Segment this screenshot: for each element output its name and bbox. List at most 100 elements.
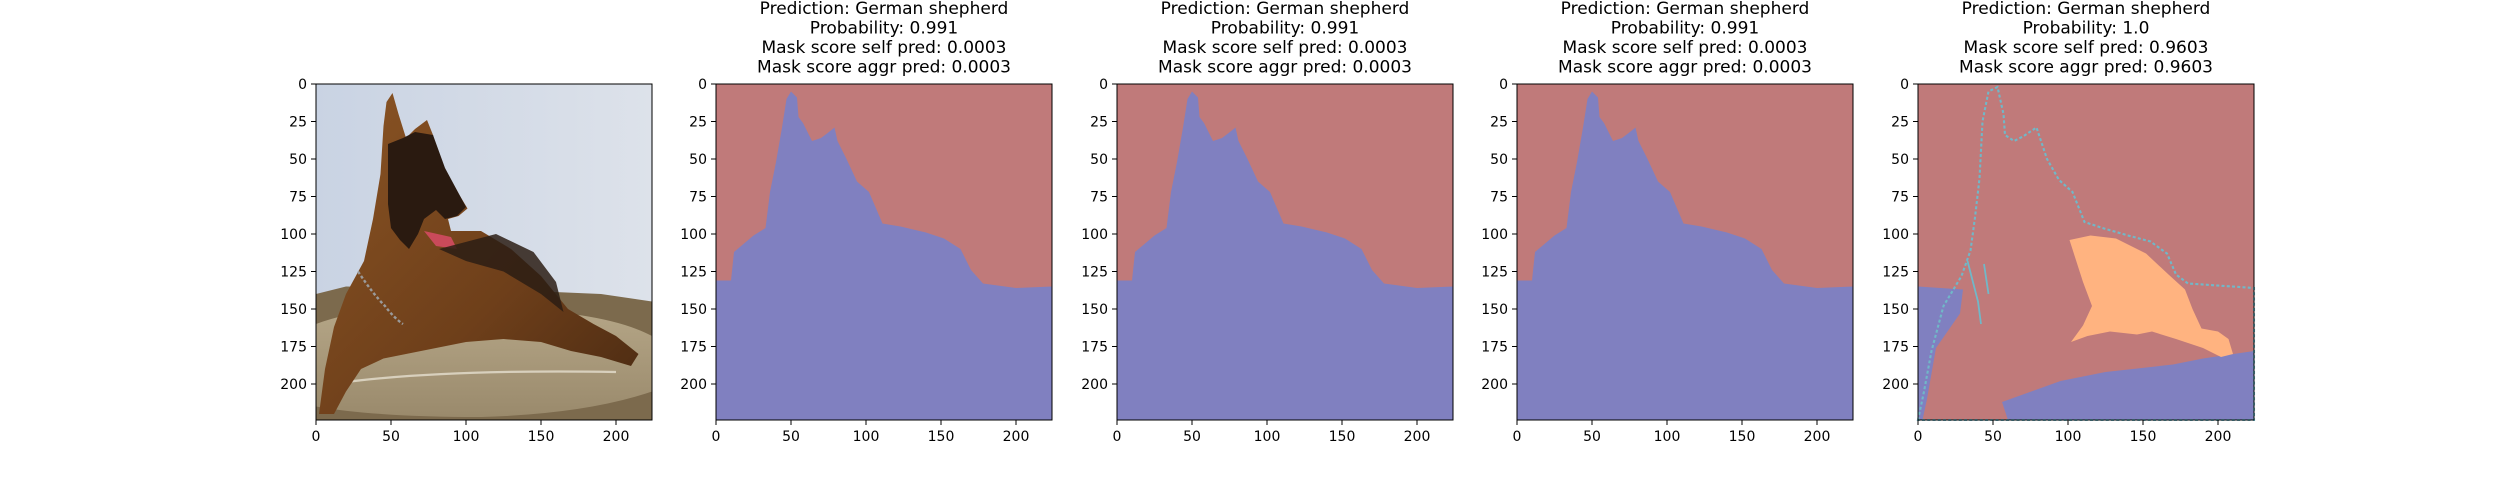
y-tick-label: 50 [1891, 152, 1909, 168]
y-tick-label: 200 [1081, 377, 1108, 393]
y-tick-label: 0 [1900, 77, 1909, 93]
x-tick-label: 0 [1513, 429, 1522, 445]
panel-title: Prediction: German shepherd Probability: … [757, 0, 1011, 78]
y-tick-label: 150 [1882, 302, 1909, 318]
plot-area [1517, 84, 1853, 420]
axes-frame [315, 83, 653, 421]
leg-outline-mask [1966, 260, 1990, 325]
dog-region-mask [1117, 91, 1453, 420]
panel-title-line: Probability: 0.991 [1211, 19, 1359, 39]
highlight-region-mask [2069, 235, 2233, 357]
plot-area [1916, 84, 2256, 422]
panel-title: Prediction: German shepherd Probability: … [1959, 0, 2213, 78]
panel-title-line: Mask score aggr pred: 0.9603 [1959, 58, 2213, 78]
y-tick-label: 175 [1882, 340, 1909, 356]
y-tick-label: 75 [289, 190, 307, 206]
y-tick-label: 100 [1081, 227, 1108, 243]
panel-title-line: Mask score aggr pred: 0.0003 [1558, 58, 1812, 78]
x-tick-label: 100 [1654, 429, 1681, 445]
y-tick-label: 175 [280, 340, 307, 356]
panel-title-line: Mask score self pred: 0.0003 [1163, 38, 1408, 58]
x-tick-label: 150 [1329, 429, 1356, 445]
dog-region-mask [716, 91, 1052, 420]
y-tick-label: 75 [689, 190, 707, 206]
y-tick-label: 100 [280, 227, 307, 243]
y-tick-label: 50 [1090, 152, 1108, 168]
panel-4: Prediction: German shepherd Probability: … [1481, 0, 1854, 445]
y-tick-label: 125 [680, 265, 707, 281]
panel-5: Prediction: German shepherd Probability: … [1882, 0, 2256, 445]
y-tick-label: 175 [1481, 340, 1508, 356]
y-tick-label: 200 [680, 377, 707, 393]
panel-title-line: Probability: 0.991 [810, 19, 958, 39]
dog-outline-mask [1916, 85, 2256, 422]
y-tick-label: 125 [1882, 265, 1909, 281]
y-tick-label: 150 [1481, 302, 1508, 318]
y-tick-label: 150 [680, 302, 707, 318]
y-tick-label: 75 [1891, 190, 1909, 206]
x-tick-label: 150 [2130, 429, 2157, 445]
x-tick-label: 200 [1804, 429, 1831, 445]
y-tick-label: 25 [689, 115, 707, 131]
axes-frame [715, 83, 1053, 421]
x-tick-label: 200 [1404, 429, 1431, 445]
photo-cushion-seam [330, 370, 617, 386]
x-tick-label: 0 [712, 429, 721, 445]
y-tick-label: 0 [298, 77, 307, 93]
panel-title-line: Mask score self pred: 0.0003 [762, 38, 1007, 58]
photo-dog-back [439, 234, 564, 312]
photo-dog-tongue [424, 231, 457, 249]
y-tick-label: 150 [1081, 302, 1108, 318]
panel-title-line: Prediction: German shepherd [1962, 0, 2211, 19]
y-tick-label: 25 [1090, 115, 1108, 131]
y-tick-label: 50 [1490, 152, 1508, 168]
y-tick-label: 125 [1481, 265, 1508, 281]
x-tick-label: 0 [312, 429, 321, 445]
y-tick-label: 125 [280, 265, 307, 281]
x-tick-label: 50 [1984, 429, 2002, 445]
y-tick-label: 150 [280, 302, 307, 318]
y-tick-label: 200 [280, 377, 307, 393]
x-tick-label: 50 [1583, 429, 1601, 445]
x-tick-label: 150 [528, 429, 555, 445]
y-tick-label: 200 [1481, 377, 1508, 393]
x-tick-label: 200 [1003, 429, 1030, 445]
y-tick-label: 75 [1090, 190, 1108, 206]
y-tick-label: 75 [1490, 190, 1508, 206]
y-tick-label: 0 [1499, 77, 1508, 93]
y-tick-label: 100 [680, 227, 707, 243]
panel-title-line: Mask score self pred: 0.0003 [1563, 38, 1808, 58]
x-tick-label: 200 [603, 429, 630, 445]
x-tick-label: 0 [1914, 429, 1923, 445]
axes-frame [1917, 83, 2255, 421]
panel-title-line: Prediction: German shepherd [760, 0, 1009, 19]
cushion-region-mask [1918, 286, 2254, 420]
panel-3: Prediction: German shepherd Probability: … [1081, 0, 1454, 445]
y-tick-label: 100 [1481, 227, 1508, 243]
y-tick-label: 25 [1490, 115, 1508, 131]
plot-area [316, 84, 652, 420]
y-tick-label: 50 [289, 152, 307, 168]
panel-title-line: Prediction: German shepherd [1161, 0, 1410, 19]
panel-title-line: Probability: 0.991 [1611, 19, 1759, 39]
y-tick-label: 125 [1081, 265, 1108, 281]
y-tick-label: 25 [289, 115, 307, 131]
x-tick-label: 100 [1254, 429, 1281, 445]
dog-region-mask [1517, 91, 1853, 420]
y-tick-label: 0 [698, 77, 707, 93]
x-tick-label: 100 [453, 429, 480, 445]
panel-title-line: Probability: 1.0 [2023, 19, 2150, 39]
y-tick-label: 50 [689, 152, 707, 168]
x-tick-label: 50 [382, 429, 400, 445]
panel-title-line: Mask score aggr pred: 0.0003 [757, 58, 1011, 78]
panel-title-line: Mask score self pred: 0.9603 [1964, 38, 2209, 58]
y-tick-label: 175 [1081, 340, 1108, 356]
y-tick-label: 0 [1099, 77, 1108, 93]
plot-area [716, 84, 1052, 420]
panel-title: Prediction: German shepherd Probability: … [1158, 0, 1412, 78]
x-tick-label: 100 [2055, 429, 2082, 445]
panel-2: Prediction: German shepherd Probability: … [680, 0, 1053, 445]
panel-title: Prediction: German shepherd Probability: … [1558, 0, 1812, 78]
x-tick-label: 100 [853, 429, 880, 445]
